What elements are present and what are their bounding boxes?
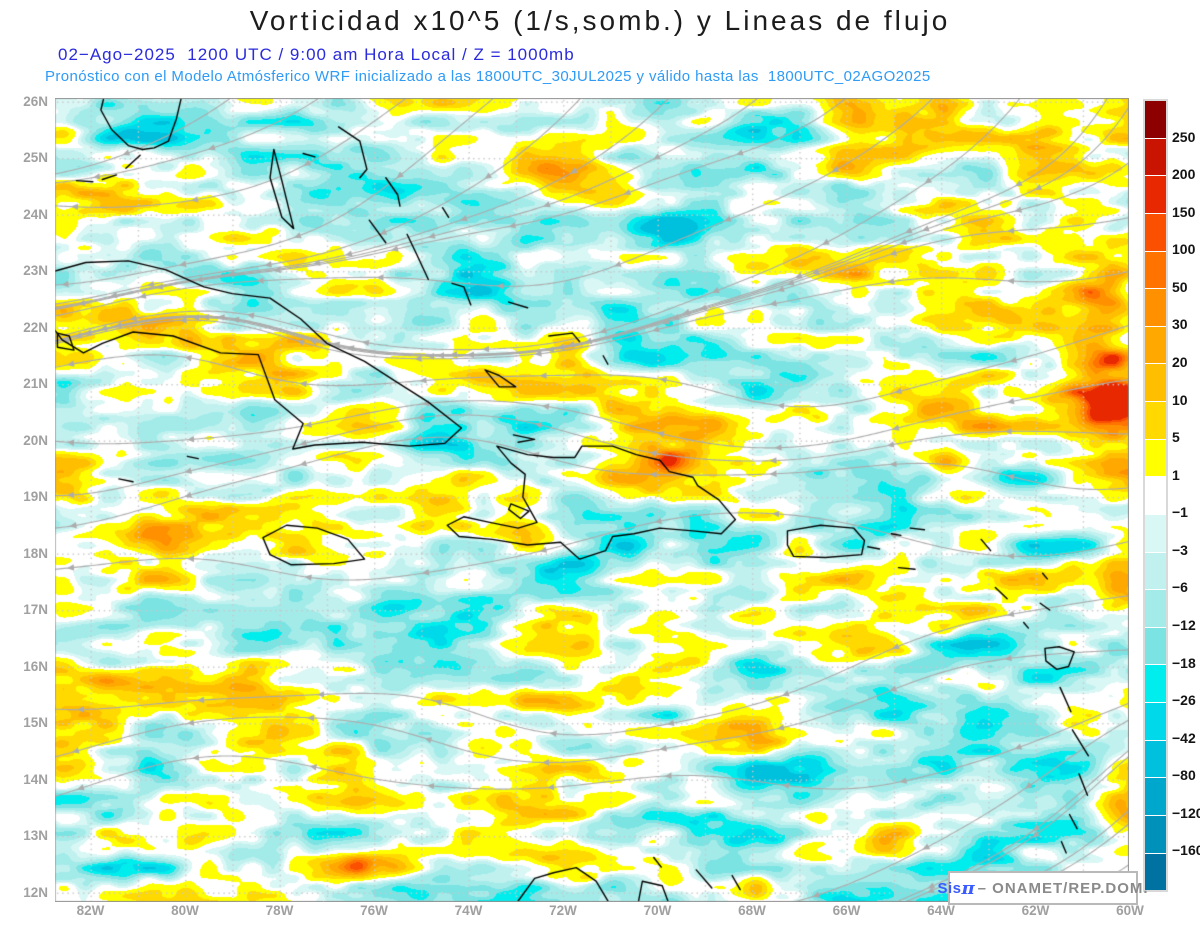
vorticity-streamline-canvas (55, 98, 1129, 902)
colorbar-band (1145, 703, 1166, 740)
lat-tick-label: 20N (23, 432, 48, 448)
colorbar-tick-label: 100 (1172, 241, 1196, 258)
colorbar-tick-label: −12 (1172, 617, 1196, 633)
sispi-brand: Sis (937, 879, 962, 897)
colorbar-band (1145, 665, 1166, 702)
colorbar-band (1145, 138, 1166, 176)
colorbar-tick-label: −80 (1172, 767, 1196, 784)
colorbar-band (1145, 815, 1166, 853)
lon-tick-label: 66W (832, 903, 861, 918)
colorbar (1143, 99, 1168, 892)
lon-tick-label: 62W (1021, 903, 1050, 918)
colorbar-band (1145, 590, 1166, 627)
lon-tick-label: 80W (171, 903, 199, 918)
lon-tick-label: 64W (927, 903, 955, 918)
lon-tick-label: 74W (454, 903, 483, 918)
colorbar-band (1145, 778, 1166, 815)
lat-tick-label: 17N (23, 602, 48, 617)
valid-time-subtitle: 02−Ago−2025 1200 UTC / 9:00 am Hora Loca… (58, 45, 575, 64)
lon-tick-label: 72W (549, 903, 577, 918)
colorbar-tick-label: 30 (1172, 316, 1188, 333)
colorbar-band (1145, 477, 1166, 514)
lat-tick-label: 21N (23, 376, 48, 391)
colorbar-tick-label: −18 (1172, 654, 1196, 671)
lat-tick-label: 14N (23, 771, 48, 787)
colorbar-tick-label: 20 (1172, 354, 1188, 370)
colorbar-band (1145, 101, 1166, 138)
lon-tick-label: 78W (265, 903, 294, 918)
lat-tick-label: 16N (23, 658, 48, 674)
colorbar-tick-label: 50 (1172, 278, 1188, 295)
colorbar-band (1145, 364, 1166, 401)
lon-tick-label: 76W (360, 903, 388, 918)
colorbar-tick-label: 250 (1172, 128, 1196, 145)
lat-tick-label: 26N (23, 93, 48, 109)
colorbar-band (1145, 176, 1166, 213)
colorbar-band (1145, 552, 1166, 590)
colorbar-tick-label: 150 (1172, 203, 1196, 220)
colorbar-band (1145, 213, 1166, 251)
colorbar-tick-label: −3 (1172, 541, 1188, 558)
lon-tick-label: 60W (1116, 903, 1144, 918)
attribution-text: – ONAMET/REP.DOM. (977, 879, 1149, 897)
colorbar-band (1145, 853, 1166, 891)
lat-tick-label: 13N (23, 828, 48, 843)
colorbar-band (1145, 326, 1166, 364)
model-init-subtitle: Pronóstico con el Modelo Atmósferico WRF… (45, 68, 931, 85)
lat-tick-label: 23N (23, 263, 48, 278)
colorbar-tick-label: 5 (1172, 429, 1180, 446)
colorbar-band (1145, 627, 1166, 665)
colorbar-tick-label: −42 (1172, 729, 1196, 746)
lat-tick-label: 15N (23, 715, 48, 730)
colorbar-tick-label: 1 (1172, 466, 1180, 483)
colorbar-tick-label: −6 (1172, 579, 1188, 596)
colorbar-band (1145, 439, 1166, 477)
page-title: Vorticidad x10^5 (1/s,somb.) y Lineas de… (249, 5, 951, 36)
colorbar-tick-label: 10 (1172, 391, 1188, 408)
lat-tick-label: 19N (23, 489, 48, 504)
colorbar-band (1145, 251, 1166, 289)
lat-tick-label: 18N (23, 545, 48, 561)
colorbar-band (1145, 289, 1166, 326)
colorbar-band (1145, 514, 1166, 552)
colorbar-tick-label: −26 (1172, 692, 1196, 709)
colorbar-tick-label: 200 (1172, 166, 1196, 183)
pi-symbol: π (961, 877, 975, 899)
attribution-box: Sis π – ONAMET/REP.DOM. (937, 871, 1148, 905)
lat-tick-label: 12N (23, 884, 48, 900)
lon-tick-label: 70W (643, 903, 672, 918)
colorbar-tick-label: −120 (1172, 804, 1200, 821)
colorbar-band (1145, 402, 1166, 439)
colorbar-tick-label: −1 (1172, 504, 1188, 521)
lat-tick-label: 22N (23, 319, 48, 335)
lon-tick-label: 82W (76, 903, 105, 918)
lon-tick-label: 68W (738, 903, 766, 918)
lat-tick-label: 24N (23, 206, 48, 222)
lat-tick-label: 25N (23, 150, 48, 165)
colorbar-band (1145, 740, 1166, 778)
colorbar-tick-label: −160 (1172, 842, 1200, 859)
